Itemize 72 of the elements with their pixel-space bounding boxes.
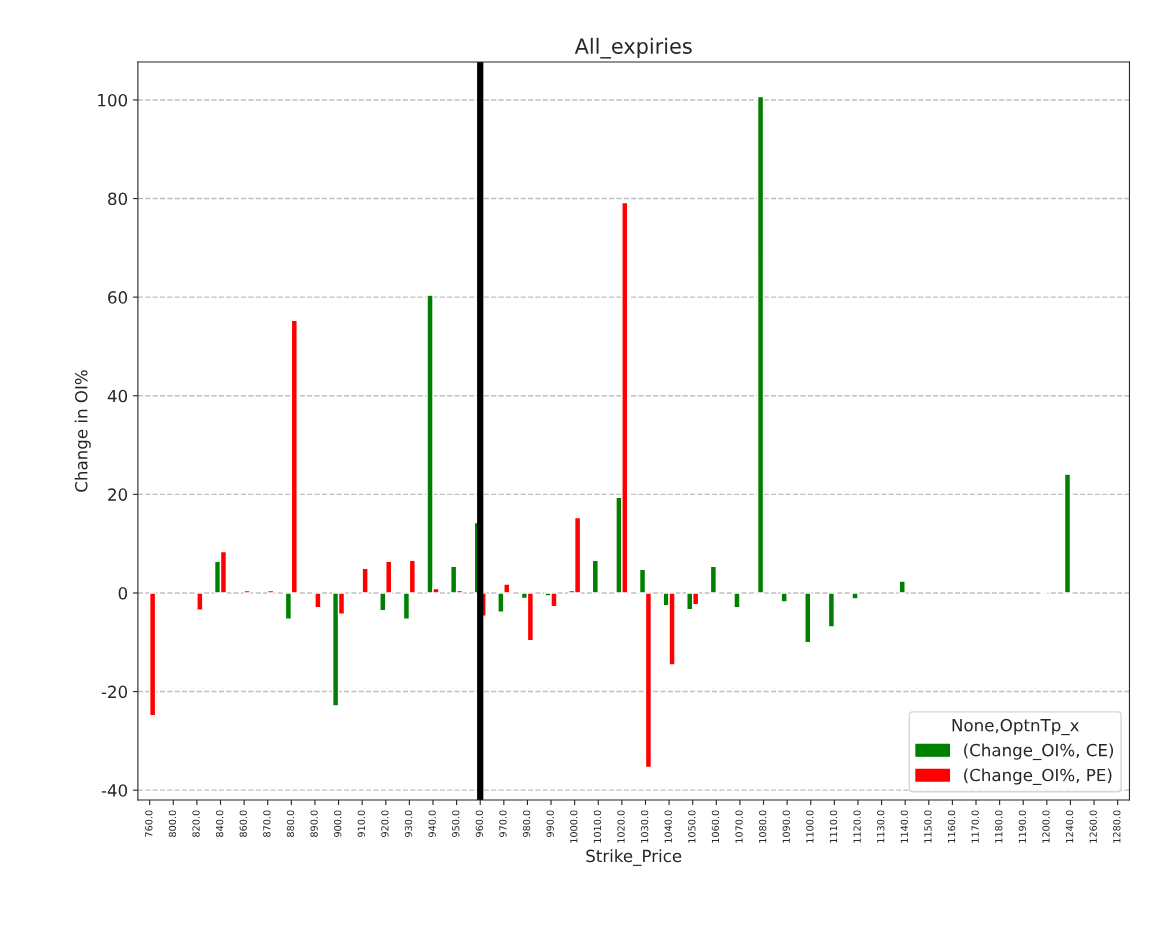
bar — [361, 567, 369, 594]
x-tick-label: 990.0 — [546, 810, 554, 837]
x-tick-label: 1160.0 — [947, 810, 956, 843]
x-tick-label: 1190.0 — [1018, 810, 1027, 843]
legend-label: (Change_OI%, CE) — [964, 743, 1114, 761]
bar — [804, 592, 812, 644]
x-tick-label: 1140.0 — [900, 810, 908, 843]
x-tick-label: 1150.0 — [924, 810, 932, 843]
bar — [733, 592, 741, 609]
x-tick-label: 1280.0 — [1113, 810, 1121, 843]
y-tick-label: 60 — [108, 291, 128, 304]
x-tick-label: 890.0 — [310, 810, 318, 837]
x-tick-label: 1180.0 — [995, 810, 1003, 843]
x-tick-label: 820.0 — [192, 810, 200, 837]
x-tick-label: 1170.0 — [971, 810, 979, 843]
y-tick-label: 40 — [107, 389, 128, 403]
y-tick-label: 20 — [108, 488, 128, 501]
x-axis-title: Strike_Price — [586, 849, 682, 866]
x-tick-label: 760.0 — [145, 810, 153, 837]
bar — [314, 592, 322, 609]
x-tick-label: 1090.0 — [782, 810, 790, 843]
x-tick-label: 1260.0 — [1089, 810, 1097, 843]
x-tick-label: 1110.0 — [829, 810, 838, 843]
bar — [709, 565, 718, 594]
x-tick-label: 1130.0 — [877, 810, 885, 843]
x-tick-label: 1060.0 — [711, 810, 720, 843]
y-tick-label: 0 — [118, 586, 128, 600]
x-tick-label: 1030.0 — [640, 810, 649, 843]
x-tick-label: 860.0 — [239, 810, 247, 837]
bar — [196, 592, 204, 611]
x-tick-label: 1240.0 — [1065, 810, 1074, 843]
x-tick-label: 870.0 — [263, 810, 271, 837]
x-tick-label: 1100.0 — [806, 810, 814, 843]
chart-title: All_expiries — [574, 37, 692, 59]
x-tick-label: 960.0 — [475, 810, 484, 837]
bar — [756, 95, 765, 594]
bar — [780, 592, 788, 603]
y-tick-label: 80 — [108, 192, 128, 206]
x-tick-label: 1020.0 — [617, 810, 625, 843]
x-tick-label: 910.0 — [357, 810, 365, 837]
x-tick-label: 980.0 — [522, 810, 531, 837]
bar — [851, 592, 859, 600]
x-tick-label: 1070.0 — [735, 810, 743, 843]
x-tick-label: 1050.0 — [688, 810, 696, 843]
x-tick-label: 800.0 — [168, 810, 177, 837]
x-tick-label: 1010.0 — [593, 810, 602, 843]
x-tick-label: 940.0 — [428, 810, 436, 837]
bar — [898, 580, 906, 594]
bar — [267, 589, 275, 594]
x-tick-label: 1000.0 — [570, 810, 578, 843]
bar — [243, 589, 251, 594]
x-tick-label: 950.0 — [452, 810, 460, 837]
x-tick-label: 1120.0 — [853, 810, 861, 843]
legend-label: (Change_OI%, PE) — [964, 768, 1112, 786]
bar — [148, 592, 157, 717]
x-tick-label: 930.0 — [404, 810, 413, 837]
y-axis-title: Change in OI% — [74, 370, 91, 492]
x-tick-label: 920.0 — [381, 810, 389, 837]
bar — [591, 559, 599, 594]
x-tick-label: 1200.0 — [1042, 810, 1050, 843]
x-tick-label: 1080.0 — [758, 810, 767, 843]
y-tick-label: 100 — [98, 93, 128, 107]
x-tick-label: 880.0 — [286, 810, 295, 837]
legend-title: None,OptnTp_x — [952, 718, 1079, 736]
bar — [1063, 473, 1072, 594]
x-tick-label: 900.0 — [334, 810, 342, 837]
x-tick-label: 970.0 — [499, 810, 507, 837]
x-tick-label: 840.0 — [215, 810, 224, 837]
y-tick-label: -40 — [101, 784, 128, 797]
bar — [827, 592, 836, 628]
x-tick-label: 1040.0 — [664, 810, 672, 843]
y-tick-label: -20 — [101, 685, 128, 699]
